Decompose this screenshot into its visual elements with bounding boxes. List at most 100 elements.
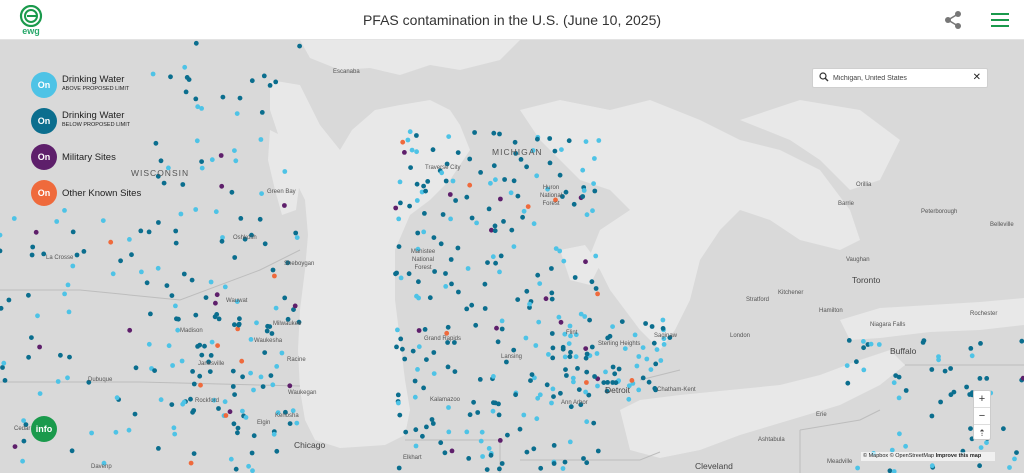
site-marker[interactable]: [484, 467, 490, 472]
site-marker[interactable]: [594, 351, 600, 356]
site-marker[interactable]: [619, 319, 625, 324]
site-marker[interactable]: [271, 431, 277, 437]
site-marker[interactable]: [567, 439, 573, 445]
site-marker[interactable]: [291, 307, 296, 312]
site-marker[interactable]: [592, 156, 597, 161]
site-marker[interactable]: [844, 363, 850, 368]
site-marker[interactable]: [524, 288, 530, 294]
site-marker[interactable]: [132, 411, 138, 417]
site-marker[interactable]: [605, 335, 611, 341]
site-marker[interactable]: [29, 335, 34, 340]
site-marker[interactable]: [282, 203, 287, 208]
toggle-drinking-water-below[interactable]: On: [31, 108, 57, 134]
site-marker[interactable]: [228, 456, 234, 462]
site-marker[interactable]: [424, 357, 429, 362]
site-marker[interactable]: [978, 341, 983, 346]
site-marker[interactable]: [845, 380, 851, 386]
site-marker[interactable]: [100, 218, 106, 224]
site-marker[interactable]: [467, 156, 473, 162]
site-marker[interactable]: [294, 420, 300, 426]
site-marker[interactable]: [502, 177, 507, 182]
site-marker[interactable]: [578, 311, 584, 317]
site-marker[interactable]: [164, 283, 170, 288]
site-marker[interactable]: [1001, 426, 1006, 432]
improve-map-link[interactable]: Improve this map: [935, 453, 982, 459]
search-input[interactable]: [833, 71, 973, 85]
site-marker[interactable]: [171, 425, 177, 431]
site-marker[interactable]: [495, 339, 501, 345]
site-marker[interactable]: [444, 330, 450, 336]
site-marker[interactable]: [453, 198, 458, 203]
hamburger-menu-icon[interactable]: [990, 12, 1010, 28]
site-marker[interactable]: [876, 342, 882, 347]
site-marker[interactable]: [591, 181, 596, 187]
site-marker[interactable]: [431, 235, 437, 241]
site-marker[interactable]: [896, 374, 902, 380]
site-marker[interactable]: [23, 422, 29, 427]
site-marker[interactable]: [431, 371, 437, 376]
site-marker[interactable]: [424, 424, 429, 430]
site-marker[interactable]: [243, 415, 249, 420]
site-marker[interactable]: [161, 180, 167, 186]
site-marker[interactable]: [442, 450, 448, 456]
site-marker[interactable]: [948, 392, 954, 398]
site-marker[interactable]: [190, 369, 196, 374]
site-marker[interactable]: [153, 140, 159, 146]
site-marker[interactable]: [978, 445, 984, 450]
site-marker[interactable]: [222, 399, 228, 405]
site-marker[interactable]: [511, 178, 517, 184]
site-marker[interactable]: [270, 267, 276, 273]
mapbox-link[interactable]: © Mapbox: [863, 453, 889, 459]
site-marker[interactable]: [242, 236, 248, 242]
map-canvas[interactable]: WISCONSIN MICHIGAN Toronto Chicago Detro…: [0, 40, 1024, 473]
site-marker[interactable]: [235, 430, 240, 436]
site-marker[interactable]: [921, 338, 927, 343]
site-marker[interactable]: [456, 289, 461, 295]
site-marker[interactable]: [903, 388, 909, 393]
site-marker[interactable]: [251, 433, 257, 439]
site-marker[interactable]: [262, 350, 268, 355]
site-marker[interactable]: [504, 359, 509, 365]
site-marker[interactable]: [521, 412, 527, 418]
site-marker[interactable]: [582, 314, 588, 319]
site-marker[interactable]: [410, 348, 416, 354]
site-marker[interactable]: [155, 173, 161, 179]
site-marker[interactable]: [1019, 338, 1024, 344]
site-marker[interactable]: [547, 136, 553, 141]
site-marker[interactable]: [497, 269, 502, 275]
site-marker[interactable]: [199, 106, 205, 111]
site-marker[interactable]: [414, 181, 420, 187]
site-marker[interactable]: [446, 405, 451, 410]
site-marker[interactable]: [515, 193, 521, 199]
site-marker[interactable]: [527, 305, 532, 310]
site-marker[interactable]: [172, 431, 178, 437]
site-marker[interactable]: [296, 319, 302, 325]
site-marker[interactable]: [566, 341, 572, 346]
site-marker[interactable]: [505, 432, 510, 438]
compass-button[interactable]: ⇡: [978, 428, 986, 438]
site-marker[interactable]: [445, 364, 451, 370]
site-marker[interactable]: [415, 230, 421, 236]
site-marker[interactable]: [467, 182, 473, 188]
site-marker[interactable]: [193, 207, 199, 212]
site-marker[interactable]: [527, 301, 532, 307]
zoom-in-button[interactable]: +: [974, 391, 990, 408]
site-marker[interactable]: [494, 325, 499, 331]
ewg-logo[interactable]: ewg: [18, 5, 44, 37]
site-marker[interactable]: [208, 279, 214, 285]
site-marker[interactable]: [855, 465, 860, 471]
site-marker[interactable]: [249, 450, 255, 456]
site-marker[interactable]: [575, 366, 580, 371]
site-marker[interactable]: [250, 468, 255, 473]
site-marker[interactable]: [237, 95, 243, 101]
site-marker[interactable]: [432, 269, 437, 274]
site-marker[interactable]: [545, 186, 550, 192]
site-marker[interactable]: [520, 214, 525, 220]
site-marker[interactable]: [610, 324, 615, 329]
site-marker[interactable]: [478, 438, 484, 444]
site-marker[interactable]: [407, 203, 412, 209]
site-marker[interactable]: [269, 331, 275, 336]
site-marker[interactable]: [146, 341, 152, 347]
site-marker[interactable]: [455, 245, 461, 251]
site-marker[interactable]: [0, 248, 3, 254]
